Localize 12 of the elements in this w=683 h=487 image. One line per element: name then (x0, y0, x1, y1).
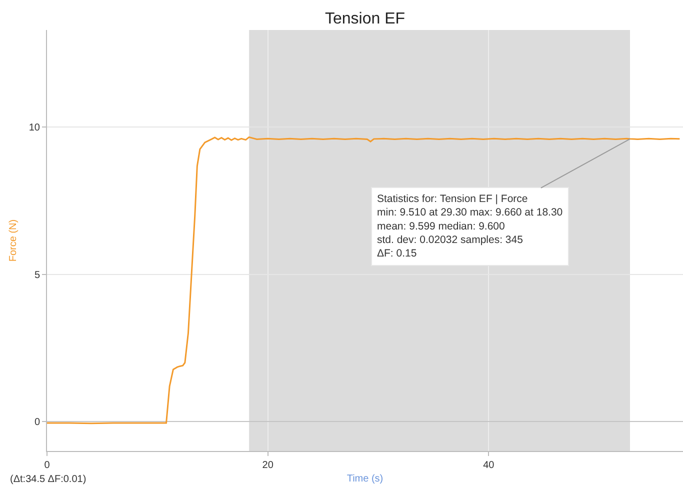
annotation: Statistics for: Tension EF | Force min: 9.510 at 29.30 max: 9.660 at 18.30 mean: 9.599 median: 9.600 std. dev: 0.02032 samples: 345 ΔF: 0.15 (377, 193, 563, 260)
line-series (47, 136, 680, 424)
x-tick-label: 40 (483, 460, 495, 471)
y-axis-title: Force (N) (8, 219, 19, 262)
y-tick-label: 5 (34, 270, 40, 281)
y-tick-label: 10 (28, 122, 40, 134)
x-tick-label: 0 (44, 460, 50, 471)
x-tick-label: 20 (262, 460, 274, 471)
text: (Δt:34.5 ΔF:0.01) (10, 474, 86, 485)
y-tick-label: 0 (34, 417, 40, 428)
chart-title: Tension EF (324, 10, 406, 28)
x-axis-title: Time (s) (346, 474, 384, 484)
